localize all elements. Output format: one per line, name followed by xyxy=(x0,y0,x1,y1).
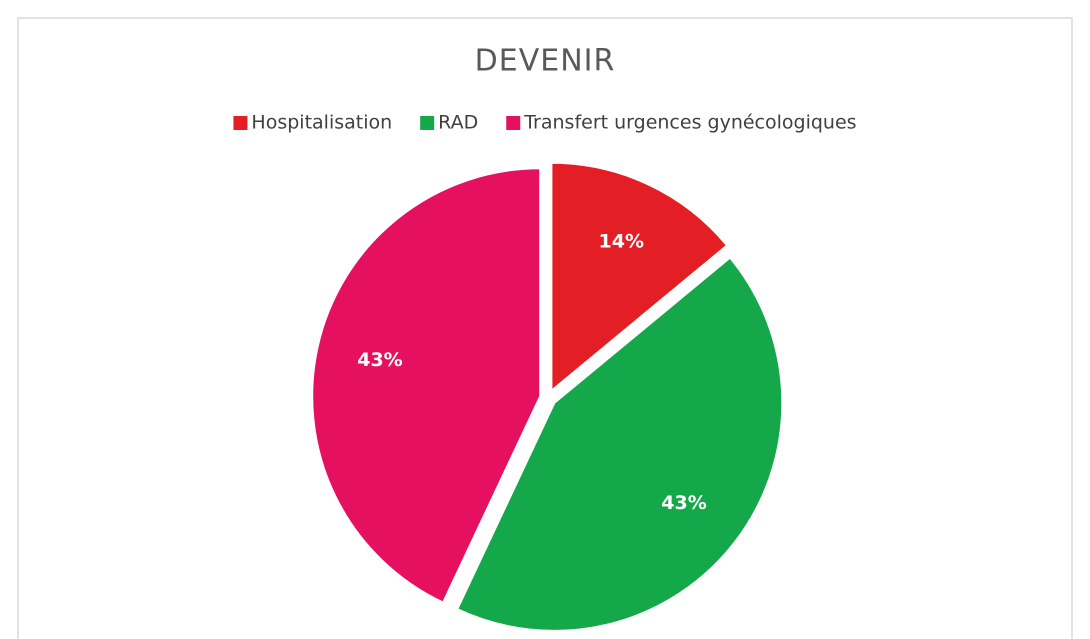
legend-text: Transfert urgences gynécologiques xyxy=(523,112,856,134)
legend-text: Hospitalisation xyxy=(251,112,392,134)
legend-text: RAD xyxy=(438,112,478,134)
pie-slice xyxy=(550,161,729,393)
chart-title: DEVENIR xyxy=(475,44,616,79)
legend-marker xyxy=(420,116,435,130)
data-label: 43% xyxy=(357,349,402,371)
legend-marker xyxy=(233,116,248,130)
legend-marker xyxy=(506,116,521,130)
pie-slice xyxy=(455,256,784,632)
pie-slice xyxy=(311,167,542,604)
data-label: 43% xyxy=(661,492,706,514)
data-label: 14% xyxy=(599,231,644,253)
